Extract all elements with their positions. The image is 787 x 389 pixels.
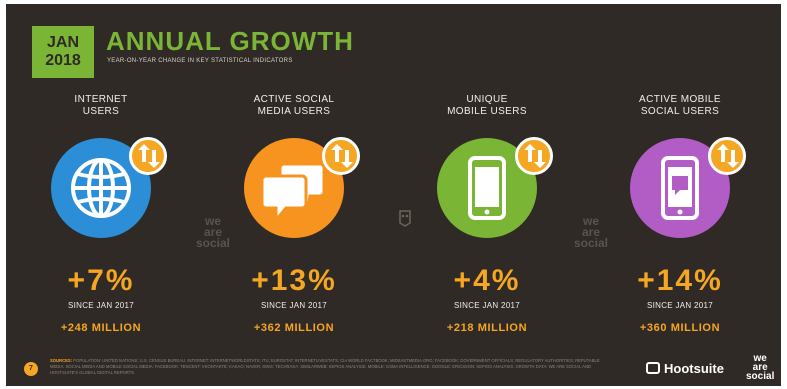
- page-subtitle: YEAR-ON-YEAR CHANGE IN KEY STATISTICAL I…: [107, 58, 293, 64]
- stat-label: INTERNET USERS: [74, 94, 128, 117]
- stat-internet-users: INTERNET USERS +7% SINCE JAN 20: [6, 4, 196, 344]
- sources-label: SOURCES:: [50, 358, 73, 363]
- change-percent: +13%: [251, 264, 337, 297]
- stat-label: UNIQUE MOBILE USERS: [447, 94, 527, 117]
- infographic-panel: JAN 2018 ANNUAL GROWTH YEAR-ON-YEAR CHAN…: [6, 4, 781, 386]
- change-absolute: +248 MILLION: [60, 322, 142, 334]
- stat-active-social-media-users: ACTIVE SOCIAL MEDIA USERS +13% SINCE JAN…: [199, 4, 389, 344]
- watermark-we-are-social: we are social: [574, 214, 609, 250]
- date-badge: JAN 2018: [32, 26, 94, 78]
- date-badge-month: JAN: [46, 34, 79, 51]
- watermark-we-are-social: we are social: [196, 214, 231, 250]
- since-label: SINCE JAN 2017: [67, 301, 134, 310]
- page-number: 7: [24, 362, 38, 376]
- sources-body: POPULATION: UNITED NATIONS; U.S. CENSUS …: [50, 358, 600, 375]
- stat-active-mobile-social-users: ACTIVE MOBILE SOCIAL USERS +14% SINCE JA…: [585, 4, 775, 344]
- stat-unique-mobile-users: UNIQUE MOBILE USERS +4% SINCE JAN 2017 +…: [392, 4, 582, 344]
- stat-label: ACTIVE SOCIAL MEDIA USERS: [253, 94, 335, 117]
- hootsuite-owl-icon: [646, 362, 660, 374]
- change-absolute: +360 MILLION: [639, 322, 721, 334]
- up-down-arrows-icon: [322, 137, 360, 175]
- change-absolute: +218 MILLION: [446, 322, 528, 334]
- sources-text: SOURCES: POPULATION: UNITED NATIONS; U.S…: [50, 358, 610, 376]
- since-label: SINCE JAN 2017: [453, 301, 520, 310]
- change-percent: +4%: [453, 264, 521, 297]
- change-absolute: +362 MILLION: [253, 322, 335, 334]
- stat-label: ACTIVE MOBILE SOCIAL USERS: [639, 94, 721, 117]
- up-down-arrows-icon: [129, 137, 167, 175]
- page-title: ANNUAL GROWTH: [106, 26, 354, 56]
- since-label: SINCE JAN 2017: [646, 301, 713, 310]
- change-percent: +7%: [67, 264, 135, 297]
- footer: 7 SOURCES: POPULATION: UNITED NATIONS; U…: [6, 350, 781, 386]
- change-percent: +14%: [637, 264, 723, 297]
- date-badge-year: 2018: [45, 52, 81, 69]
- since-label: SINCE JAN 2017: [260, 301, 327, 310]
- up-down-arrows-icon: [708, 137, 746, 175]
- hootsuite-owl-icon: [398, 209, 412, 232]
- up-down-arrows-icon: [515, 137, 553, 175]
- hootsuite-logo: Hootsuite: [646, 361, 724, 376]
- we-are-social-logo: we are social: [746, 353, 775, 382]
